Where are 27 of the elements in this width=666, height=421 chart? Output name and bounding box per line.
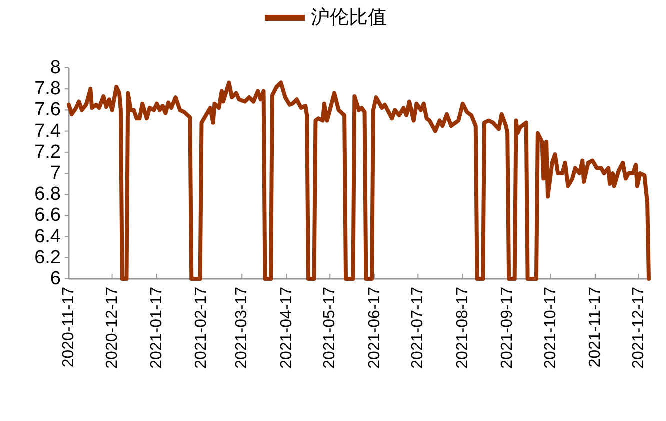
y-tick-label: 8 [50,58,61,78]
x-tick-label: 2020-11-17 [60,286,78,368]
x-tick-label: 2021-05-17 [322,286,339,369]
x-tick-label: 2021-11-17 [587,286,604,368]
x-tick-label: 2021-01-17 [148,286,166,369]
x-tick-label: 2021-04-17 [278,286,296,369]
legend-label: 沪伦比值 [311,6,387,28]
y-tick-label: 6.6 [34,205,61,226]
y-tick-label: 7.4 [34,120,62,142]
x-tick-label: 2021-08-17 [454,286,472,369]
y-tick-label: 6.8 [34,184,61,206]
y-tick-label: 7.6 [34,100,61,121]
x-tick-label: 2021-06-17 [366,286,384,369]
y-tick-label: 6.4 [34,226,62,248]
x-tick-label: 2021-03-17 [234,286,251,369]
x-tick-label: 2021-10-17 [542,286,560,369]
x-tick-label: 2020-12-17 [104,286,121,369]
y-tick-label: 7.2 [34,142,61,163]
x-tick-label: 2021-09-17 [499,286,516,369]
legend: 沪伦比值 [265,8,387,28]
x-tick-label: 2021-07-17 [410,286,427,369]
x-tick-label: 2021-02-17 [193,286,210,369]
y-tick-label: 7 [50,163,61,184]
y-tick-label: 7.8 [34,78,61,100]
x-tick-label: 2021-12-17 [630,286,648,369]
y-tick-label: 6 [50,268,61,290]
y-tick-label: 6.2 [34,247,61,268]
